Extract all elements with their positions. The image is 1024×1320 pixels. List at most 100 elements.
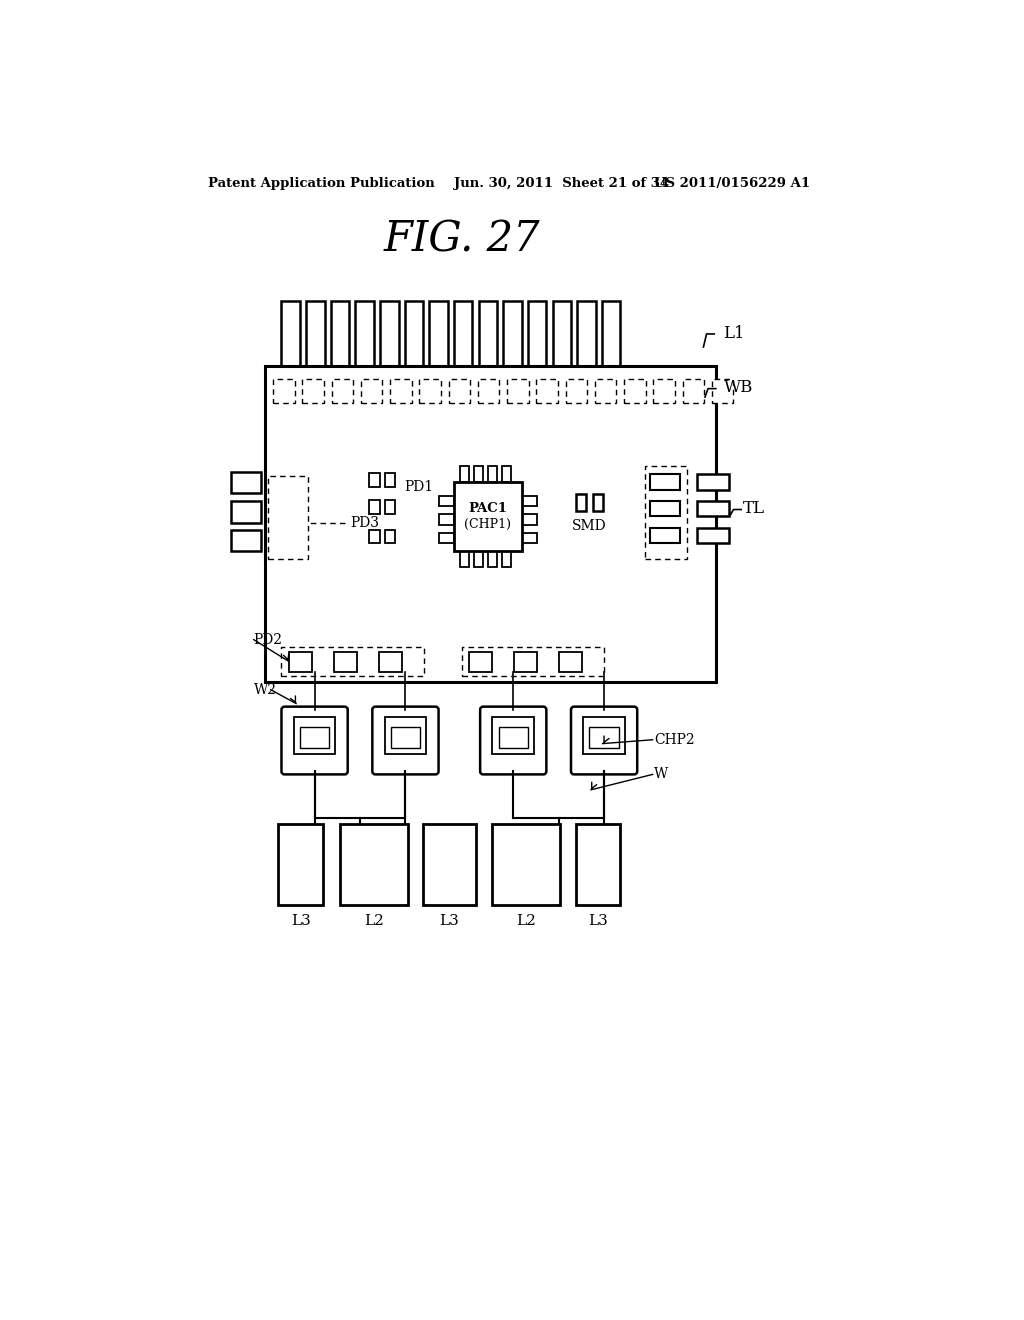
- Bar: [575, 825, 621, 906]
- Bar: [391, 726, 420, 748]
- Bar: [385, 718, 426, 755]
- Bar: [478, 379, 500, 404]
- Bar: [385, 529, 395, 544]
- Text: TL: TL: [742, 500, 765, 517]
- Bar: [469, 652, 493, 672]
- Text: L3: L3: [588, 913, 608, 928]
- Bar: [390, 379, 412, 404]
- Bar: [712, 379, 733, 404]
- Bar: [404, 301, 423, 367]
- Bar: [683, 379, 705, 404]
- Bar: [438, 515, 454, 525]
- Bar: [429, 301, 447, 367]
- Text: PD1: PD1: [404, 480, 434, 494]
- Bar: [521, 533, 538, 544]
- Bar: [696, 502, 729, 516]
- Bar: [454, 482, 521, 552]
- Bar: [449, 379, 470, 404]
- Bar: [355, 301, 374, 367]
- Bar: [645, 466, 687, 558]
- Text: L3: L3: [291, 913, 310, 928]
- Bar: [595, 379, 616, 404]
- Text: L2: L2: [516, 913, 537, 928]
- Bar: [487, 466, 497, 482]
- Bar: [282, 647, 424, 676]
- Bar: [487, 552, 497, 566]
- FancyBboxPatch shape: [480, 706, 547, 775]
- Bar: [507, 379, 528, 404]
- Bar: [334, 652, 357, 672]
- Bar: [502, 552, 511, 566]
- Bar: [528, 301, 547, 367]
- Text: PAC1: PAC1: [468, 502, 507, 515]
- Bar: [474, 466, 483, 482]
- Bar: [650, 528, 680, 544]
- Bar: [279, 825, 323, 906]
- Bar: [575, 494, 587, 511]
- Bar: [521, 496, 538, 507]
- Text: W: W: [654, 767, 669, 781]
- Bar: [474, 552, 483, 566]
- Text: L1: L1: [724, 325, 745, 342]
- Bar: [267, 475, 307, 558]
- Bar: [602, 301, 621, 367]
- Bar: [370, 474, 380, 487]
- Text: L2: L2: [364, 913, 384, 928]
- Text: FIG. 27: FIG. 27: [383, 218, 540, 260]
- Bar: [553, 301, 571, 367]
- FancyBboxPatch shape: [571, 706, 637, 775]
- Bar: [294, 718, 336, 755]
- Text: PD3: PD3: [350, 516, 379, 529]
- Bar: [379, 652, 401, 672]
- Bar: [521, 515, 538, 525]
- FancyBboxPatch shape: [282, 706, 348, 775]
- Bar: [438, 533, 454, 544]
- Bar: [332, 379, 353, 404]
- Bar: [650, 474, 680, 490]
- Bar: [230, 502, 261, 523]
- Bar: [380, 301, 398, 367]
- Bar: [289, 652, 312, 672]
- Text: SMD: SMD: [572, 520, 607, 533]
- Bar: [385, 474, 395, 487]
- Bar: [514, 652, 538, 672]
- Bar: [478, 301, 497, 367]
- Bar: [460, 466, 469, 482]
- Bar: [462, 647, 604, 676]
- Bar: [306, 301, 325, 367]
- Bar: [559, 652, 582, 672]
- Text: W2: W2: [254, 682, 276, 697]
- Text: Patent Application Publication: Patent Application Publication: [208, 177, 434, 190]
- Bar: [499, 726, 528, 748]
- Text: PD2: PD2: [254, 632, 283, 647]
- Bar: [653, 379, 675, 404]
- Bar: [650, 502, 680, 516]
- Bar: [493, 718, 535, 755]
- Bar: [593, 494, 603, 511]
- Bar: [584, 718, 625, 755]
- Bar: [230, 471, 261, 494]
- Bar: [360, 379, 382, 404]
- Bar: [370, 500, 380, 515]
- Text: WB: WB: [724, 379, 753, 396]
- Bar: [565, 379, 587, 404]
- Bar: [503, 301, 521, 367]
- Bar: [265, 366, 716, 682]
- Bar: [625, 379, 646, 404]
- Bar: [537, 379, 558, 404]
- Bar: [454, 301, 472, 367]
- Bar: [302, 379, 324, 404]
- Bar: [300, 726, 330, 748]
- Bar: [230, 529, 261, 552]
- Bar: [696, 474, 729, 490]
- Bar: [460, 552, 469, 566]
- Bar: [502, 466, 511, 482]
- Bar: [340, 825, 408, 906]
- Text: L3: L3: [439, 913, 459, 928]
- Bar: [385, 500, 395, 515]
- Bar: [273, 379, 295, 404]
- Bar: [370, 529, 380, 544]
- Bar: [438, 496, 454, 507]
- Bar: [578, 301, 596, 367]
- Text: Jun. 30, 2011  Sheet 21 of 34: Jun. 30, 2011 Sheet 21 of 34: [454, 177, 669, 190]
